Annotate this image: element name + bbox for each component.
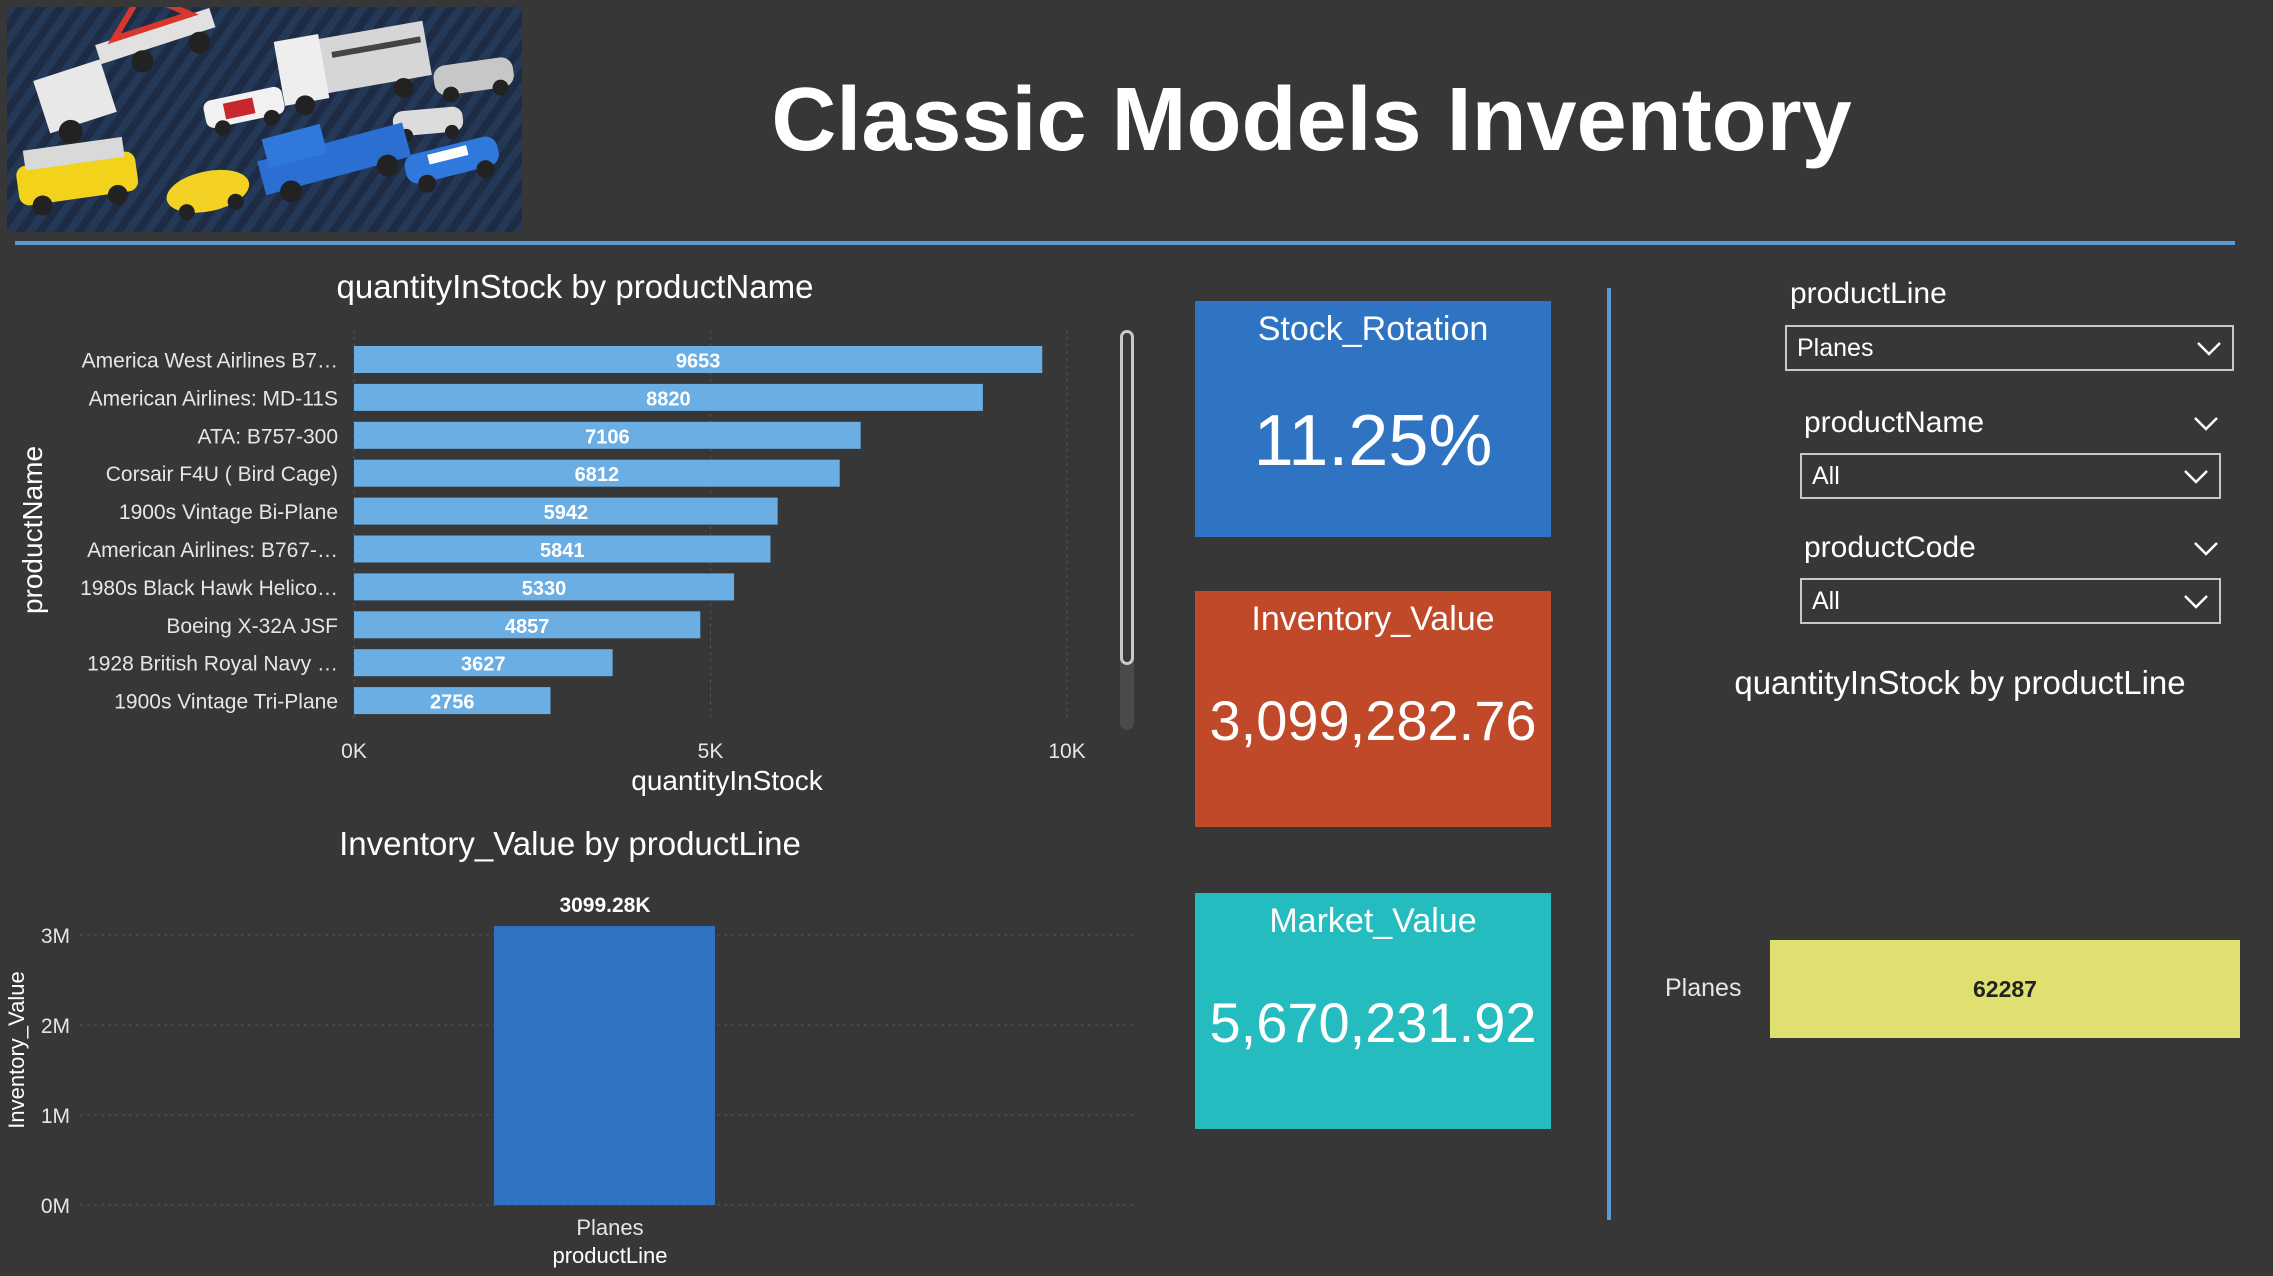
kpi-value: 3,099,282.76: [1209, 689, 1537, 752]
chevron-down-icon[interactable]: [2193, 412, 2219, 434]
kpi-label: Market_Value: [1269, 902, 1477, 940]
bar-chart-data-label: 5841: [540, 540, 585, 562]
chevron-down-icon: [2184, 595, 2208, 609]
product-name-dropdown[interactable]: All: [1800, 453, 2221, 499]
bar-chart-category-label: American Airlines: MD-11S: [89, 387, 338, 410]
line-chart-category-label: Planes: [1665, 974, 1742, 1002]
bar-chart-bar[interactable]: [354, 497, 778, 525]
chevron-down-icon: [2184, 470, 2208, 484]
line-chart-data-label: 62287: [1973, 976, 2037, 1002]
bar-chart-category-label: Boeing X-32A JSF: [166, 615, 338, 638]
kpi-label: Inventory_Value: [1251, 600, 1495, 638]
bar-chart-bar[interactable]: [354, 459, 840, 487]
bar-chart-data-label: 6812: [575, 464, 620, 486]
product-line-selected-value: Planes: [1797, 334, 1874, 362]
bar-chart-category-label: Corsair F4U ( Bird Cage): [106, 463, 338, 486]
column-chart-y-tick-label: 3M: [41, 925, 70, 948]
bar-chart-x-tick-label: 10K: [1048, 740, 1085, 763]
bar-chart-category-label: America West Airlines B7…: [82, 350, 338, 373]
bar-chart-title: quantityInStock by productName: [336, 268, 814, 305]
bar-chart-data-label: 4857: [505, 616, 550, 638]
product-line-dropdown[interactable]: Planes: [1785, 325, 2234, 371]
line-chart-bar-planes[interactable]: [1770, 940, 2240, 1038]
product-name-selected-value: All: [1812, 462, 1840, 490]
kpi-card-market-value[interactable]: Market_Value 5,670,231.92: [1195, 893, 1551, 1129]
chevron-down-icon[interactable]: [2193, 537, 2219, 559]
bar-chart-bar[interactable]: [354, 611, 701, 639]
line-chart-title: quantityInStock by productLine: [1734, 664, 2186, 701]
bar-chart-bar[interactable]: [354, 573, 735, 601]
hero-image: [7, 7, 522, 232]
column-chart-bar[interactable]: [494, 926, 715, 1205]
bar-chart-bar[interactable]: [354, 421, 861, 449]
bar-chart-data-label: 2756: [430, 692, 475, 714]
bar-chart-quantity-by-product: America West Airlines B7… American Airlin…: [17, 330, 1086, 796]
column-chart-y-axis-label: Inventory_Value: [4, 971, 29, 1128]
column-chart-y-tick-label: 2M: [41, 1015, 70, 1038]
bar-chart-bar[interactable]: [354, 346, 1043, 373]
bar-chart-category-label: 1900s Vintage Bi-Plane: [119, 501, 338, 524]
product-code-dropdown[interactable]: All: [1800, 578, 2221, 624]
kpi-card-background: [1195, 893, 1551, 1129]
bar-chart-category-label: 1900s Vintage Tri-Plane: [114, 691, 338, 714]
bar-chart-data-label: 8820: [646, 388, 691, 410]
bar-chart-bar[interactable]: [354, 383, 983, 411]
kpi-card-stock-rotation[interactable]: Stock_Rotation 11.25%: [1195, 301, 1551, 537]
model-cars-illustration: [7, 7, 522, 232]
chevron-down-icon: [2197, 342, 2221, 356]
kpi-card-inventory-value[interactable]: Inventory_Value 3,099,282.76: [1195, 591, 1551, 827]
column-chart-category-label: Planes: [576, 1215, 643, 1240]
kpi-value: 5,670,231.92: [1209, 991, 1537, 1054]
column-chart-x-axis-label: productLine: [553, 1243, 668, 1268]
column-chart-data-label: 3099.28K: [559, 894, 650, 917]
bar-chart-bar[interactable]: [354, 535, 771, 563]
kpi-card-background: [1195, 591, 1551, 827]
vertical-divider: [1607, 288, 1611, 1220]
bar-chart-data-label: 3627: [461, 654, 506, 676]
bar-chart-x-axis-label: quantityInStock: [631, 765, 823, 796]
bar-chart-bar[interactable]: [354, 649, 613, 677]
kpi-label: Stock_Rotation: [1257, 310, 1489, 348]
bar-chart-x-tick-label: 5K: [698, 740, 724, 763]
bar-chart-category-label: American Airlines: B767-…: [87, 539, 338, 562]
bar-chart-x-tick-label: 0K: [341, 740, 367, 763]
bar-chart-scrollbar-thumb[interactable]: [1120, 330, 1134, 665]
bar-chart-data-label: 9653: [676, 351, 721, 373]
bar-chart-category-label: ATA: B757-300: [198, 425, 338, 448]
column-chart-title: Inventory_Value by productLine: [339, 825, 801, 862]
slicer-label-product-name: productName: [1804, 406, 1985, 439]
bar-chart-data-label: 5942: [544, 502, 589, 524]
column-chart-inventory-value: 3M 2M 1M 0M Inventory_Value Planes productL…: [4, 894, 1135, 1268]
bar-chart-category-label: 1928 British Royal Navy …: [87, 653, 338, 676]
bar-chart-data-label: 7106: [585, 426, 630, 448]
header-divider: [15, 241, 2235, 245]
column-chart-y-tick-label: 1M: [41, 1105, 70, 1128]
page-title: Classic Models Inventory: [771, 70, 1852, 170]
slicer-label-product-code: productCode: [1804, 531, 1976, 564]
product-code-selected-value: All: [1812, 587, 1840, 615]
bar-chart-y-axis-label: productName: [17, 446, 48, 614]
kpi-value: 11.25%: [1253, 401, 1493, 481]
kpi-card-background: [1195, 301, 1551, 537]
bar-chart-data-label: 5330: [522, 578, 567, 600]
slicer-label-product-line: productLine: [1790, 277, 1947, 310]
bar-chart-bar[interactable]: [354, 687, 551, 715]
bar-chart-category-label: 1980s Black Hawk Helico…: [80, 577, 338, 600]
column-chart-y-tick-label: 0M: [41, 1195, 70, 1218]
